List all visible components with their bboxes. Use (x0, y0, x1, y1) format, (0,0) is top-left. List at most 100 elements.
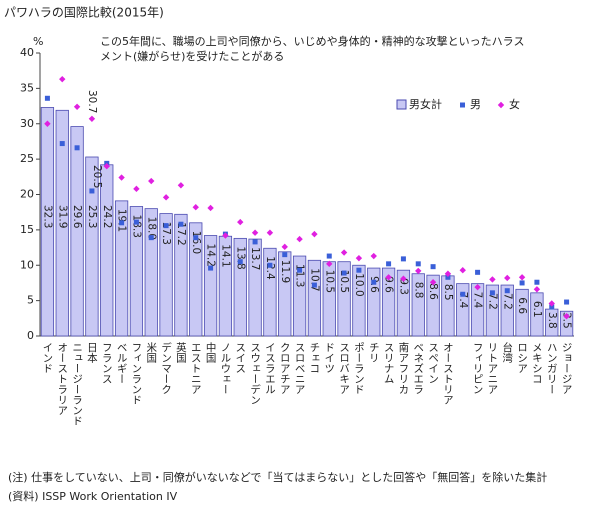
bar (381, 267, 396, 337)
chart-title: パワハラの国際比較(2015年) (4, 5, 164, 20)
x-tick-label: ジョージア (561, 342, 573, 395)
bar (515, 288, 529, 337)
male-marker (430, 264, 436, 270)
bar-value-label: 9.3 (397, 278, 409, 295)
y-tick-label: 15 (20, 223, 34, 236)
x-tick-label: オーストリア (442, 342, 454, 405)
y-tick-label: 30 (20, 117, 34, 130)
bar (500, 284, 514, 337)
bar-value-label: 13.7 (249, 247, 261, 270)
bar (307, 259, 322, 337)
male-marker (119, 220, 125, 226)
female-marker (474, 283, 481, 291)
female-marker (355, 254, 363, 262)
bar (55, 109, 69, 337)
bar (85, 156, 99, 337)
female-marker (103, 163, 110, 170)
bar (203, 235, 218, 337)
y-tick-label: 5 (27, 294, 34, 307)
x-tick-label: ベネズエラ (412, 342, 424, 395)
x-tick-label: スロベニア (294, 342, 306, 395)
x-tick-label: ハンガリー (546, 342, 558, 395)
male-marker (371, 279, 377, 285)
x-tick-label: スリナム (383, 342, 395, 384)
male-marker (504, 288, 510, 294)
y-tick-label: 25 (20, 152, 34, 165)
female-marker (400, 275, 407, 282)
legend-label: 男女計 (409, 97, 442, 111)
bar-value-label: 14.2 (205, 244, 217, 267)
x-tick-label: ドイツ (323, 342, 335, 374)
x-tick-label: チリ (368, 342, 380, 363)
male-marker (460, 291, 466, 297)
bar-value-label: 13.8 (234, 246, 246, 269)
annotation: この5年間に、職場の上司や同僚から、いじめや身体的・精神的な攻撃といったハラス (100, 34, 524, 48)
female-marker (44, 120, 51, 127)
female-marker (548, 300, 555, 307)
x-tick-label: インド (41, 342, 53, 374)
bar-value-label: 7.4 (472, 292, 484, 309)
bar (100, 164, 114, 337)
legend-swatch (460, 102, 465, 108)
bar-value-label: 18.3 (130, 215, 142, 238)
female-marker (504, 274, 511, 282)
male-marker (564, 299, 570, 305)
bar-value-label: 29.6 (71, 205, 83, 229)
female-marker (177, 182, 185, 189)
male-marker (341, 270, 347, 276)
bar (278, 251, 292, 337)
x-tick-label: リトアニア (486, 342, 498, 395)
bar-value-label: 9.6 (383, 276, 395, 293)
x-tick-label: フィリピン (472, 342, 484, 395)
legend-swatch (396, 99, 407, 110)
x-tick-label: ノルウェー (219, 342, 231, 395)
x-tick-label: メキシコ (531, 342, 543, 384)
x-tick-label: スイス (234, 342, 246, 374)
bar-value-label: 11.9 (279, 260, 291, 283)
bar (114, 200, 129, 337)
female-marker (133, 185, 140, 193)
male-marker (534, 279, 540, 285)
bar-value-label: 10.7 (308, 268, 320, 291)
bar-value-label: 18.0 (145, 217, 157, 240)
male-marker (297, 267, 303, 273)
bar (352, 264, 366, 337)
male-marker (326, 253, 332, 259)
point-value-label: 30.7 (86, 90, 98, 113)
bar-value-label: 8.5 (442, 284, 454, 301)
bar (367, 267, 381, 337)
female-marker (162, 194, 170, 201)
x-tick-label: デンマーク (160, 341, 172, 394)
female-marker (370, 252, 377, 260)
bar-value-label: 24.2 (101, 205, 113, 228)
bar (456, 283, 470, 337)
x-tick-label: フィンランド (130, 342, 142, 405)
note: (注) 仕事をしていない、上司・同僚がいないなどで「当てはまらない」とした回答や… (8, 470, 547, 484)
male-marker (89, 188, 95, 194)
male-marker (489, 290, 495, 296)
male-marker (386, 261, 392, 267)
male-marker (148, 235, 154, 241)
x-tick-label: チェコ (308, 342, 320, 374)
x-tick-label: 日本 (86, 342, 98, 364)
female-marker (237, 218, 244, 226)
bar (189, 222, 203, 337)
male-marker (311, 282, 317, 288)
bar-value-label: 10.0 (353, 273, 365, 296)
female-marker (326, 260, 333, 268)
x-tick-label: ポーランド (353, 342, 365, 395)
female-marker (192, 204, 199, 211)
x-tick-label: オーストラリア (56, 342, 68, 416)
female-marker (207, 204, 214, 212)
bar-value-label: 8.6 (427, 283, 439, 300)
female-marker (340, 249, 348, 256)
female-marker (429, 279, 437, 286)
bar-value-label: 7.2 (501, 293, 513, 310)
male-marker (163, 223, 169, 229)
x-tick-label: フランス (101, 342, 113, 384)
bar-value-label: 6.6 (516, 297, 528, 314)
female-marker (459, 267, 466, 274)
female-marker (311, 230, 318, 238)
female-marker (415, 267, 422, 275)
bar (144, 208, 158, 337)
